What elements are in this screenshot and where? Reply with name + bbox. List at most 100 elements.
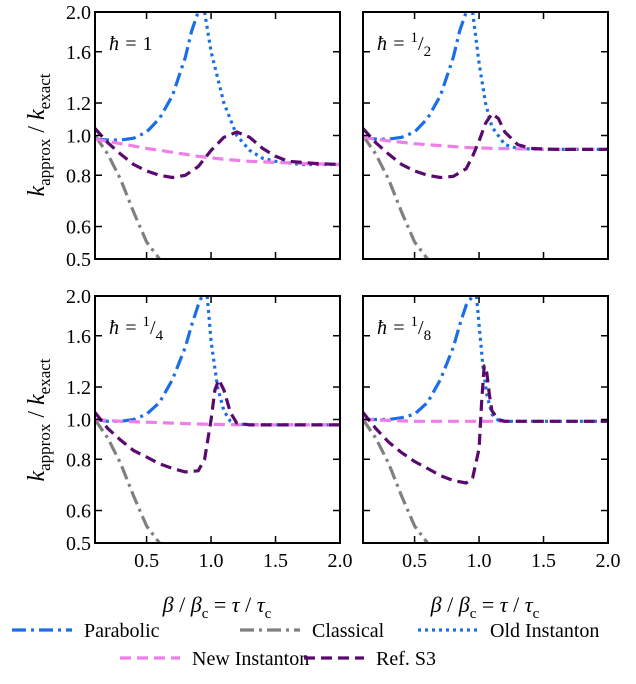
series-group <box>95 12 340 259</box>
x-label-part: c <box>533 606 540 622</box>
x-label-part: τ <box>525 592 534 617</box>
series-ref-s3 <box>363 112 608 180</box>
legend-label: New Instanton <box>192 648 309 670</box>
series-group <box>363 296 608 543</box>
y-tick-label: 0.5 <box>66 249 91 271</box>
series-old-instanton <box>471 12 608 151</box>
x-label-part: / <box>174 592 191 617</box>
y-tick-label: 2.0 <box>66 286 91 308</box>
y-tick-label: 2.0 <box>66 2 91 24</box>
x-label-part: = <box>208 592 231 617</box>
panel-3: 0.5 0.6 0.8 1.0 1.2 1.6 2.0 0.5 1.0 1.5 2.0 ħ = 1/4 <box>66 286 353 572</box>
legend-item: Parabolic <box>12 620 160 642</box>
x-label-part: = <box>476 592 499 617</box>
series-parabolic <box>95 12 200 142</box>
x-label-part: τ <box>232 592 241 617</box>
y-label-slash: / <box>24 405 50 424</box>
y-tick-label: 1.6 <box>66 42 91 64</box>
y-tick-label: 0.8 <box>66 165 91 187</box>
y-label-sub1: approx <box>35 138 54 186</box>
panel-label: ħ = 1/8 <box>377 314 431 344</box>
y-label-k2: k <box>24 394 50 405</box>
series-group <box>363 12 608 259</box>
legend-item: New Instanton <box>120 648 309 670</box>
series-old-instanton <box>205 296 340 427</box>
x-label-part: c <box>202 606 209 622</box>
series-classical <box>95 418 161 543</box>
series-group <box>95 296 340 543</box>
panel-label-num: 1 <box>143 314 151 330</box>
panel-1: 0.5 0.6 0.8 1.0 1.2 1.6 2.0 ħ = 1 <box>66 2 341 271</box>
x-label-part: c <box>265 606 272 622</box>
x-label-part: τ <box>257 592 266 617</box>
x-tick-label: 1.5 <box>531 550 556 572</box>
x-tick-label: 2.0 <box>328 550 353 572</box>
x-axis-label-2: β / βc = τ / τc <box>430 592 540 622</box>
panel-label-slash: / <box>418 317 424 339</box>
panel-label-prefix: ħ = <box>377 317 411 339</box>
x-label-part: / <box>240 592 257 617</box>
x-tick-label: 0.5 <box>402 550 427 572</box>
y-label-k1: k <box>24 186 50 197</box>
y-tick-label: 1.0 <box>66 126 91 148</box>
y-tick-label: 0.6 <box>66 501 91 523</box>
series-ref-s3 <box>95 127 340 180</box>
panel-label-den: 4 <box>156 328 164 344</box>
y-label-slash: / <box>24 120 50 139</box>
x-label-part: / <box>508 592 525 617</box>
panel-label-slash: / <box>418 33 424 55</box>
x-label-part: τ <box>500 592 509 617</box>
panel-label-slash: / <box>150 317 156 339</box>
y-tick-label: 1.6 <box>66 326 91 348</box>
panel-label-num: 1 <box>143 33 153 55</box>
series-old-instanton <box>474 296 608 423</box>
panel-label-prefix: ħ = <box>377 33 411 55</box>
panel-label: ħ = 1/2 <box>377 30 431 60</box>
x-tick-label: 2.0 <box>596 550 621 572</box>
y-label-sub1: approx <box>35 423 54 471</box>
x-tick-label: 1.0 <box>199 550 224 572</box>
panel-label-den: 8 <box>424 328 432 344</box>
legend-item: Old Instanton <box>418 620 599 642</box>
legend-item: Classical <box>240 620 385 642</box>
panel-2: ħ = 1/2 <box>362 11 609 260</box>
series-old-instanton <box>203 12 340 167</box>
panel-label-num: 1 <box>411 314 419 330</box>
y-label-sub2: exact <box>35 73 54 109</box>
x-label-part: β <box>162 592 174 617</box>
panel-label: ħ = 1/4 <box>109 314 164 344</box>
y-tick-label: 1.2 <box>66 377 91 399</box>
panel-label-prefix: ħ = <box>109 33 143 55</box>
series-ref-s3 <box>363 364 608 485</box>
panel-label-num: 1 <box>411 30 419 46</box>
panel-label-den: 2 <box>424 44 432 60</box>
x-axis-label-1: β / βc = τ / τc <box>162 592 272 622</box>
legend-item: Ref. S3 <box>304 648 436 670</box>
x-label-part: β <box>190 592 202 617</box>
series-classical <box>363 134 429 259</box>
x-tick-label: 0.5 <box>134 550 159 572</box>
panel-label: ħ = 1 <box>109 33 153 55</box>
series-classical <box>95 134 161 259</box>
legend: Parabolic Classical Old Instanton New Insta… <box>12 620 599 670</box>
x-label-part: β <box>430 592 442 617</box>
series-new-instanton <box>95 137 340 167</box>
y-tick-label: 1.2 <box>66 93 91 115</box>
y-label-sub2: exact <box>35 358 54 394</box>
y-tick-label: 0.8 <box>66 449 91 471</box>
x-label-part: c <box>470 606 477 622</box>
series-classical <box>363 418 429 543</box>
y-axis-label-2: kapprox / kexact <box>24 358 54 481</box>
legend-label: Old Instanton <box>490 620 599 642</box>
y-label-k2: k <box>24 109 50 120</box>
x-label-part: / <box>442 592 459 617</box>
y-tick-label: 1.0 <box>66 410 91 432</box>
series-ref-s3 <box>95 378 340 474</box>
y-tick-label: 0.6 <box>66 217 91 239</box>
panel-label-prefix: ħ = <box>109 317 143 339</box>
legend-label: Parabolic <box>84 620 160 642</box>
panel-4: 0.5 1.0 1.5 2.0 ħ = 1/8 <box>362 295 621 572</box>
x-label-part: β <box>458 592 470 617</box>
x-tick-label: 1.0 <box>467 550 492 572</box>
